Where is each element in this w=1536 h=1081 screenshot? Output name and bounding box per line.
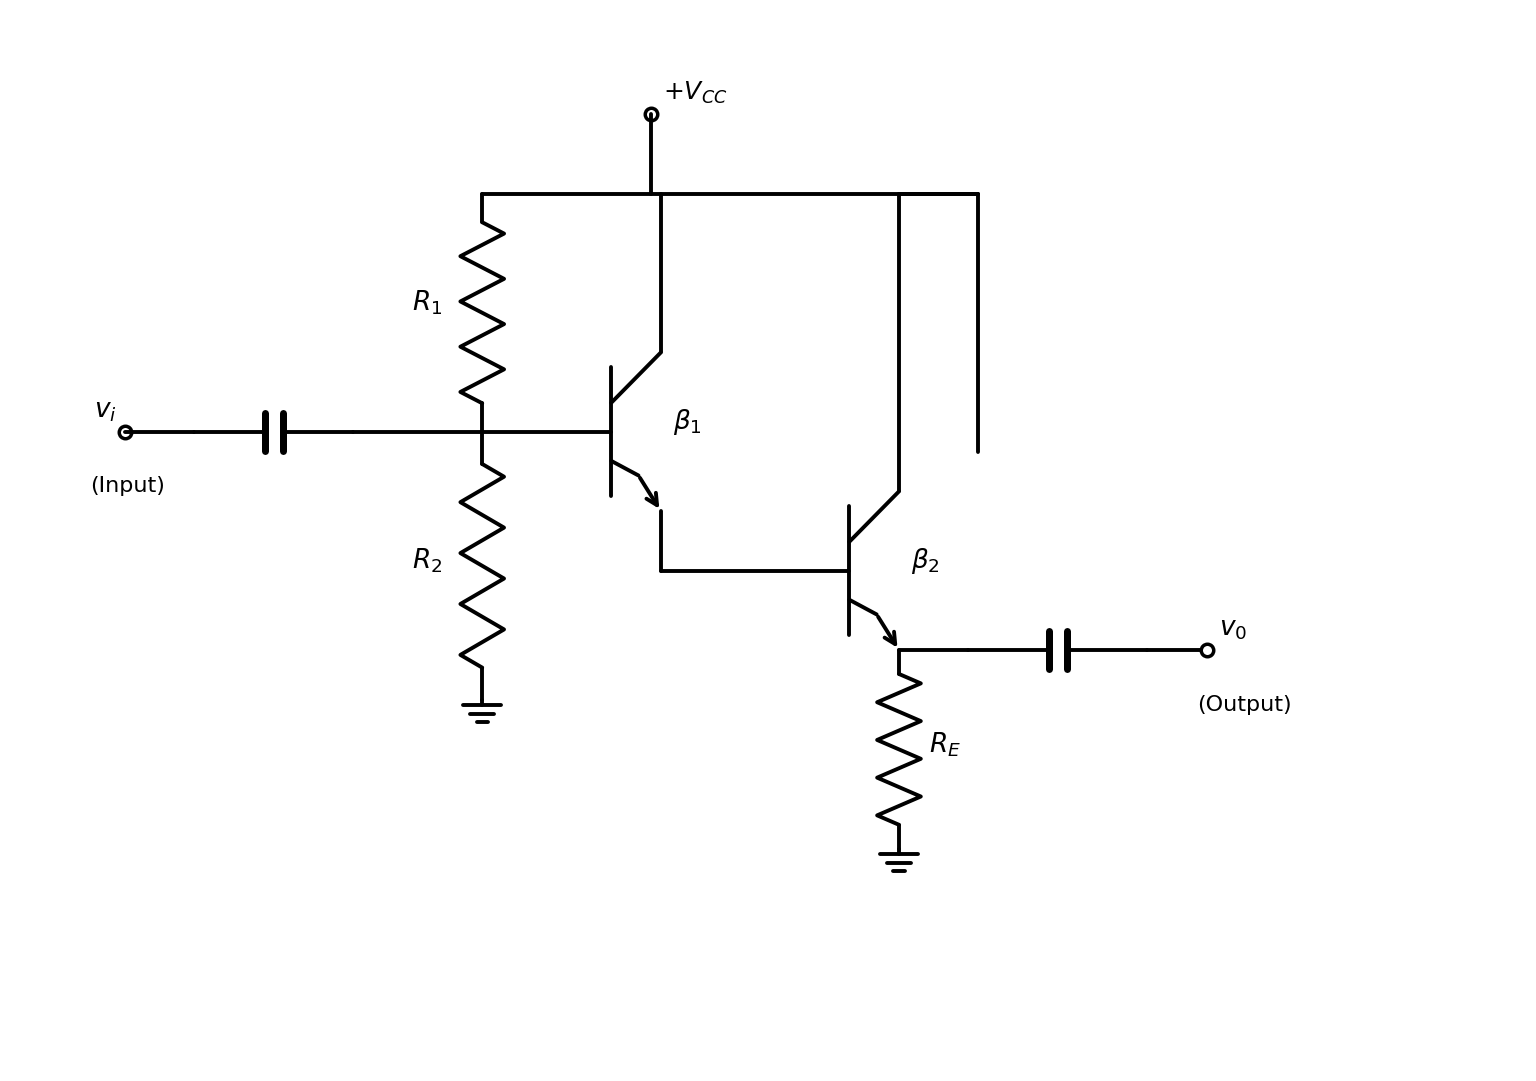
Text: $R_2$: $R_2$ [413,547,442,575]
Text: $+V_{CC}$: $+V_{CC}$ [664,80,727,106]
Text: $\beta_2$: $\beta_2$ [911,546,940,576]
Text: $v_0$: $v_0$ [1218,616,1247,642]
Text: (Input): (Input) [91,477,166,496]
Text: (Output): (Output) [1197,695,1292,715]
Text: $R_1$: $R_1$ [413,289,442,317]
Text: $v_i$: $v_i$ [94,398,117,424]
Text: $R_E$: $R_E$ [929,730,960,759]
Text: $\beta_1$: $\beta_1$ [673,406,702,437]
